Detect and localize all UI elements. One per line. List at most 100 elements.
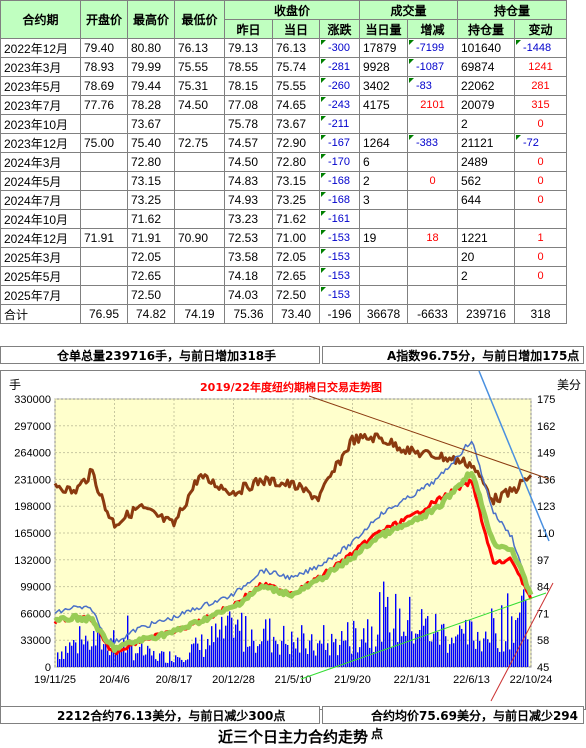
cell-name: 2023年12月 bbox=[0, 133, 81, 153]
volume-bar bbox=[187, 659, 189, 667]
volume-bar bbox=[193, 643, 195, 667]
volume-bar bbox=[481, 651, 483, 667]
volume-bar bbox=[405, 635, 407, 667]
cell-vchg: -6633 bbox=[407, 304, 458, 324]
cell-vchg bbox=[407, 152, 458, 172]
cell-prev: 79.13 bbox=[224, 38, 273, 58]
volume-bar bbox=[373, 651, 375, 667]
volume-bar bbox=[447, 652, 449, 667]
volume-bar bbox=[201, 634, 203, 667]
cell-today: 72.90 bbox=[272, 133, 320, 153]
volume-bar bbox=[337, 655, 339, 667]
volume-bar bbox=[233, 637, 235, 667]
volume-bar bbox=[253, 640, 255, 667]
volume-bar bbox=[275, 640, 277, 667]
volume-bar bbox=[237, 619, 239, 667]
volume-bar bbox=[341, 631, 343, 667]
y-tick-left: 231000 bbox=[14, 474, 51, 486]
cell-oi: 22062 bbox=[457, 76, 515, 96]
cell-open bbox=[80, 152, 128, 172]
cell-today: 76.13 bbox=[272, 38, 320, 58]
cell-name: 2024年5月 bbox=[0, 171, 81, 191]
summary-bottom-right: 合约均价75.69美分，与前日减少294点 bbox=[322, 706, 584, 741]
volume-bar bbox=[351, 653, 353, 667]
cell-oi: 239716 bbox=[457, 304, 515, 324]
cell-high: 75.40 bbox=[127, 133, 175, 153]
cell-open: 78.69 bbox=[80, 76, 128, 96]
cell-open bbox=[80, 285, 128, 305]
volume-bar bbox=[485, 631, 487, 667]
cell-vchg: -1087 bbox=[407, 57, 458, 77]
volume-bar bbox=[437, 631, 439, 667]
volume-bar bbox=[325, 649, 327, 667]
volume-bar bbox=[463, 633, 465, 667]
volume-bar bbox=[317, 643, 319, 667]
cell-high: 79.99 bbox=[127, 57, 175, 77]
cell-chg: -161 bbox=[319, 209, 360, 229]
volume-bar bbox=[319, 640, 321, 667]
volume-bar bbox=[503, 651, 505, 667]
volume-bar bbox=[393, 628, 395, 667]
volume-bar bbox=[239, 630, 241, 667]
y-tick-left: 33000 bbox=[20, 635, 51, 647]
cell-vol: 19 bbox=[359, 228, 408, 248]
cell-oichg: -1448 bbox=[514, 38, 567, 58]
y-tick-left: 264000 bbox=[14, 448, 51, 460]
table-row: 2025年5月 72.65 74.18 72.65 -153 2 0 bbox=[0, 266, 567, 286]
cell-today: 73.40 bbox=[272, 304, 320, 324]
volume-bar bbox=[111, 645, 113, 667]
volume-bar bbox=[347, 622, 349, 667]
volume-bar bbox=[129, 639, 131, 667]
cell-vchg: -83 bbox=[407, 76, 458, 96]
volume-bar bbox=[223, 638, 225, 667]
cell-oichg: 0 bbox=[514, 114, 567, 134]
price-chart: 330000 297000 264000 231000 198000 165000 1320… bbox=[0, 370, 586, 710]
table-row: 2024年7月 73.25 74.93 73.25 -168 3 644 0 bbox=[0, 190, 567, 210]
cell-today: 72.80 bbox=[272, 152, 320, 172]
volume-bar bbox=[511, 616, 513, 667]
volume-bar bbox=[243, 651, 245, 667]
volume-bar bbox=[429, 641, 431, 667]
y-tick-left: 165000 bbox=[14, 528, 51, 540]
cell-oichg: 0 bbox=[514, 152, 567, 172]
cell-low: 75.31 bbox=[174, 76, 225, 96]
volume-bar bbox=[457, 634, 459, 667]
header-oi: 持仓量 bbox=[457, 19, 515, 39]
cell-name: 2024年12月 bbox=[0, 228, 81, 248]
cell-vol: 17879 bbox=[359, 38, 408, 58]
volume-bar bbox=[141, 643, 143, 667]
y-tick-left: 297000 bbox=[14, 421, 51, 433]
cell-oichg: 1 bbox=[514, 228, 567, 248]
volume-bar bbox=[487, 639, 489, 667]
volume-bar bbox=[343, 640, 345, 667]
volume-bar bbox=[131, 645, 133, 667]
volume-bar bbox=[525, 600, 527, 667]
volume-bar bbox=[461, 628, 463, 667]
cell-oi: 20079 bbox=[457, 95, 515, 115]
volume-bar bbox=[211, 626, 213, 667]
cell-prev: 74.83 bbox=[224, 171, 273, 191]
cell-oi: 21121 bbox=[457, 133, 515, 153]
volume-bar bbox=[369, 647, 371, 667]
cell-vol: 3402 bbox=[359, 76, 408, 96]
cell-oichg bbox=[514, 209, 567, 229]
volume-bar bbox=[197, 643, 199, 667]
cell-vol bbox=[359, 209, 408, 229]
volume-bar bbox=[305, 648, 307, 667]
x-tick: 20/8/17 bbox=[156, 674, 193, 686]
volume-bar bbox=[523, 589, 525, 667]
volume-bar bbox=[349, 646, 351, 667]
volume-bar bbox=[149, 648, 151, 667]
volume-bar bbox=[195, 637, 197, 667]
volume-bar bbox=[101, 649, 103, 667]
cell-vchg: -7199 bbox=[407, 38, 458, 58]
volume-bar bbox=[365, 642, 367, 667]
cell-oi: 2 bbox=[457, 114, 515, 134]
cell-prev: 78.15 bbox=[224, 76, 273, 96]
volume-bar bbox=[411, 631, 413, 667]
table-row: 2025年3月 72.05 73.58 72.05 -153 20 0 bbox=[0, 247, 567, 267]
cell-vol: 2 bbox=[359, 171, 408, 191]
cell-oichg: 0 bbox=[514, 190, 567, 210]
volume-bar bbox=[453, 643, 455, 667]
volume-bar bbox=[67, 652, 69, 667]
